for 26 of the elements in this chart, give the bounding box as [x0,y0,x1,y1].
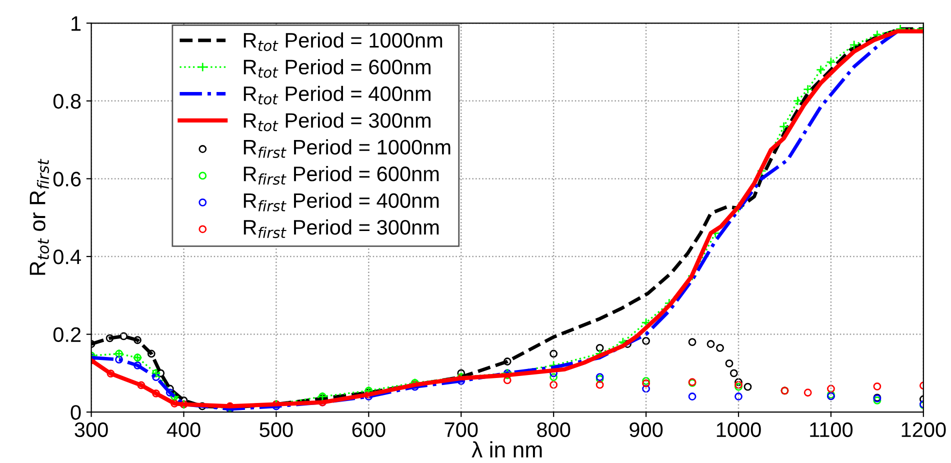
y-tick-label: 0 [70,405,81,420]
legend-label: R$_{tot}$ Period = 300nm [244,112,430,132]
y-tick-label: 1 [72,16,81,31]
x-tick-label: 700 [444,422,478,438]
legend-label: R$_{first}$ Period = 600nm [244,166,439,185]
y-tick-label: 0.6 [53,172,81,186]
legend-label: R$_{first}$ Period = 300nm [244,219,439,238]
x-axis-title: λ in nm [472,441,542,458]
legend-label: R$_{tot}$ Period = 400nm [244,86,430,105]
legend-label: R$_{tot}$ Period = 1000nm [244,32,442,52]
x-tick-label: 800 [537,422,570,438]
y-tick-label: 0.4 [53,250,81,264]
legend-label: R$_{tot}$ Period = 600nm [244,59,430,78]
x-tick-label: 300 [74,422,108,438]
x-tick-label: 400 [166,422,200,438]
legend-label: R$_{first}$ Period = 400nm [244,192,439,212]
x-tick-label: 600 [352,422,386,438]
x-tick-label: 1200 [902,422,946,438]
x-tick-label: 500 [260,422,293,438]
y-tick-label: 0.2 [53,327,81,342]
x-tick-label: 1100 [810,422,853,438]
x-tick-label: 900 [630,422,663,438]
legend-label: R$_{first}$ Period = 1000nm [244,139,450,158]
x-tick-label: 1000 [716,422,761,438]
y-axis-title: R$_{tot}$ or R$_{first}$ [30,158,50,275]
y-tick-label: 0.8 [53,94,81,109]
